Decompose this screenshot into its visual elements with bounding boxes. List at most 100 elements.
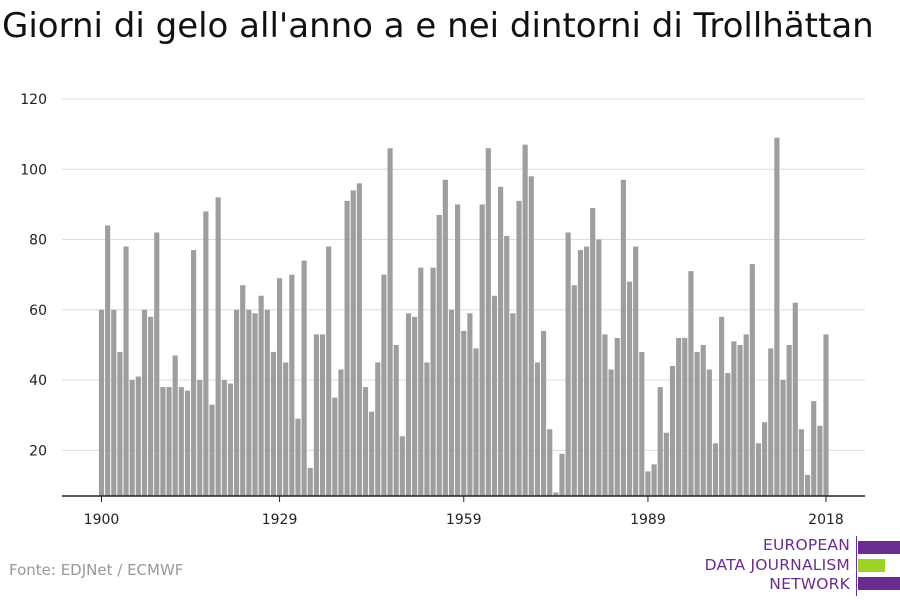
chart-title: Giorni di gelo all'anno a e nei dintorni… [2, 6, 874, 46]
bar-1900 [98, 309, 105, 496]
bar-1931 [289, 274, 295, 496]
x-tick-label: 2018 [808, 512, 844, 528]
bar-2017 [817, 425, 823, 496]
bar-1954 [430, 267, 436, 496]
bar-1926 [258, 295, 264, 496]
logo-line-2: DATA JOURNALISM [704, 555, 850, 574]
bar-2002 [725, 373, 731, 496]
logo-line-3: NETWORK [769, 575, 850, 593]
bar-1974 [553, 492, 559, 496]
bar-1968 [516, 200, 522, 496]
source-note: Fonte: EDJNet / ECMWF [9, 561, 184, 579]
bar-1985 [620, 179, 626, 496]
logo-bar-green [858, 559, 885, 572]
bar-2016 [811, 401, 817, 496]
bar-1919 [215, 197, 221, 496]
bar-1912 [172, 355, 178, 496]
y-tick-label: 20 [29, 443, 47, 459]
bar-1936 [319, 334, 326, 496]
bar-1995 [682, 337, 688, 496]
bar-1987 [633, 246, 639, 496]
bar-2005 [743, 334, 749, 496]
bar-1948 [393, 344, 399, 496]
bar-1958 [455, 204, 461, 496]
bar-1930 [283, 362, 289, 496]
x-tick-label: 1900 [84, 512, 120, 528]
bar-1916 [197, 380, 203, 496]
bar-1961 [473, 348, 479, 496]
y-tick-label: 40 [29, 373, 47, 389]
bar-1984 [614, 337, 620, 496]
bar-1988 [639, 351, 645, 496]
logo-bar-purple-bottom [858, 577, 900, 590]
bar-1967 [510, 313, 516, 496]
bar-1932 [295, 418, 301, 496]
bar-1924 [246, 309, 252, 496]
bar-1937 [326, 246, 332, 496]
bar-1989 [645, 471, 651, 496]
x-tick-label: 1959 [446, 512, 482, 528]
bar-2011 [780, 380, 786, 496]
bar-1913 [178, 387, 184, 496]
bar-1996 [688, 271, 694, 496]
bar-1972 [540, 330, 547, 496]
y-axis: 20 40 60 80 100 120 [20, 92, 47, 459]
bar-1960 [467, 313, 473, 496]
bar-1908 [148, 316, 154, 496]
logo-text: EUROPEAN DATA JOURNALISM NETWORK [705, 536, 850, 595]
x-axis: 1900 1929 1959 1989 2018 [62, 495, 865, 528]
bar-1999 [706, 369, 712, 496]
bar-1973 [547, 429, 553, 496]
bar-2001 [719, 316, 725, 496]
y-tick-label: 60 [29, 303, 47, 319]
bar-1914 [184, 390, 191, 496]
bar-1940 [344, 200, 350, 496]
bar-2015 [805, 474, 811, 496]
x-tick-label: 1929 [262, 512, 298, 528]
y-tick-label: 120 [20, 92, 47, 108]
bar-2008 [762, 422, 768, 496]
bar-1934 [307, 467, 313, 496]
bar-1915 [191, 250, 197, 496]
bar-1964 [491, 295, 498, 496]
bar-1917 [203, 211, 209, 497]
bar-1929 [276, 278, 283, 496]
edjnet-logo[interactable]: EUROPEAN DATA JOURNALISM NETWORK [700, 536, 900, 596]
bar-1942 [356, 183, 362, 496]
bar-1921 [227, 383, 234, 496]
bar-1956 [442, 179, 448, 496]
bar-1994 [676, 337, 682, 496]
bar-2013 [792, 302, 798, 496]
bar-1970 [528, 176, 534, 497]
bar-1907 [141, 309, 148, 496]
bar-1983 [608, 369, 614, 496]
bar-2012 [786, 344, 792, 496]
logo-line-1: EUROPEAN [762, 536, 850, 554]
bar-1918 [209, 404, 215, 496]
bar-1993 [669, 366, 676, 496]
bar-2018 [823, 334, 829, 496]
bar-2000 [712, 443, 719, 496]
bar-1966 [504, 236, 510, 496]
bar-1909 [154, 232, 160, 496]
y-tick-label: 100 [20, 162, 47, 178]
bar-1920 [221, 380, 227, 496]
y-tick-label: 80 [29, 233, 47, 249]
bar-1944 [369, 411, 375, 496]
x-tick-label: 1989 [630, 512, 666, 528]
bar-1975 [559, 453, 565, 496]
bar-1938 [332, 397, 338, 496]
bar-1953 [424, 362, 430, 496]
bar-1980 [590, 207, 596, 496]
bar-1952 [418, 267, 424, 496]
bar-1902 [111, 309, 117, 496]
bar-2010 [774, 137, 780, 496]
bar-1959 [461, 330, 467, 496]
bar-1947 [387, 148, 393, 496]
bar-1962 [479, 204, 485, 496]
bar-1941 [350, 190, 356, 496]
bar-1986 [626, 281, 633, 496]
bar-1971 [534, 362, 541, 496]
bar-1935 [313, 334, 319, 496]
